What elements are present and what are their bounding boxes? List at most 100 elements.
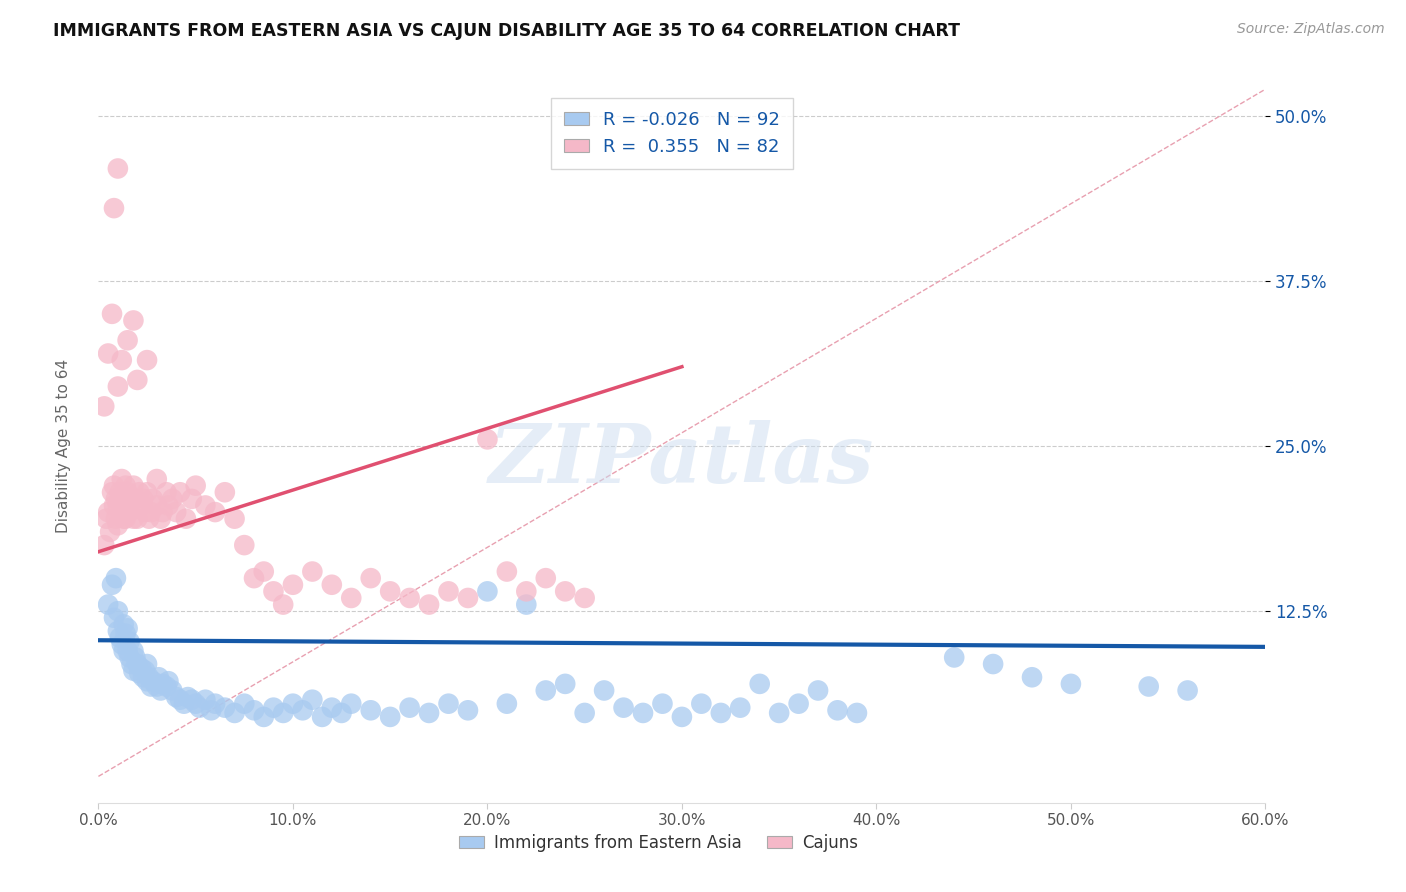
Point bbox=[233, 697, 256, 711]
Point bbox=[184, 478, 207, 492]
Point bbox=[121, 657, 143, 671]
Point bbox=[380, 710, 402, 724]
Point bbox=[122, 664, 145, 678]
Point bbox=[112, 491, 135, 506]
Point bbox=[152, 677, 174, 691]
Point bbox=[253, 565, 276, 579]
Point bbox=[122, 644, 145, 658]
Point bbox=[398, 700, 420, 714]
Point bbox=[127, 657, 149, 671]
Point bbox=[111, 353, 134, 368]
Point bbox=[97, 598, 120, 612]
Point bbox=[204, 697, 226, 711]
Point bbox=[496, 697, 519, 711]
Point bbox=[613, 700, 636, 714]
Point bbox=[477, 433, 499, 447]
Point bbox=[128, 666, 150, 681]
Point bbox=[107, 379, 129, 393]
Point bbox=[330, 706, 353, 720]
Point bbox=[117, 621, 139, 635]
Point bbox=[129, 499, 152, 513]
Text: Source: ZipAtlas.com: Source: ZipAtlas.com bbox=[1237, 22, 1385, 37]
Point bbox=[107, 161, 129, 176]
Point bbox=[515, 598, 537, 612]
Point bbox=[103, 478, 125, 492]
Point bbox=[204, 505, 226, 519]
Point bbox=[262, 584, 284, 599]
Point bbox=[112, 511, 135, 525]
Point bbox=[101, 485, 124, 500]
Point bbox=[162, 683, 184, 698]
Point bbox=[174, 511, 197, 525]
Point bbox=[122, 511, 145, 525]
Point bbox=[165, 690, 187, 704]
Point bbox=[671, 710, 693, 724]
Point bbox=[108, 485, 131, 500]
Point bbox=[437, 584, 460, 599]
Point bbox=[418, 706, 440, 720]
Text: Disability Age 35 to 64: Disability Age 35 to 64 bbox=[56, 359, 70, 533]
Point bbox=[807, 683, 830, 698]
Point bbox=[149, 683, 172, 698]
Point bbox=[730, 700, 752, 714]
Point bbox=[301, 565, 323, 579]
Point bbox=[138, 511, 160, 525]
Point bbox=[321, 700, 343, 714]
Point bbox=[1060, 677, 1083, 691]
Point bbox=[477, 584, 499, 599]
Point bbox=[142, 674, 165, 689]
Legend: Immigrants from Eastern Asia, Cajuns: Immigrants from Eastern Asia, Cajuns bbox=[453, 828, 865, 859]
Point bbox=[291, 703, 314, 717]
Point bbox=[398, 591, 420, 605]
Point bbox=[534, 683, 557, 698]
Point bbox=[340, 591, 363, 605]
Point bbox=[129, 661, 152, 675]
Point bbox=[136, 657, 159, 671]
Point bbox=[180, 491, 202, 506]
Point bbox=[253, 710, 276, 724]
Point bbox=[437, 697, 460, 711]
Point bbox=[165, 505, 187, 519]
Point bbox=[97, 346, 120, 360]
Point bbox=[311, 710, 333, 724]
Point bbox=[103, 499, 125, 513]
Point bbox=[340, 697, 363, 711]
Point bbox=[515, 584, 537, 599]
Point bbox=[360, 703, 382, 717]
Point bbox=[132, 670, 155, 684]
Point bbox=[157, 499, 180, 513]
Point bbox=[107, 518, 129, 533]
Point bbox=[162, 491, 184, 506]
Point bbox=[104, 491, 127, 506]
Point bbox=[111, 637, 134, 651]
Point bbox=[281, 697, 304, 711]
Point bbox=[271, 598, 294, 612]
Point bbox=[534, 571, 557, 585]
Point bbox=[97, 505, 120, 519]
Point bbox=[139, 505, 162, 519]
Point bbox=[122, 313, 145, 327]
Point bbox=[574, 591, 596, 605]
Point bbox=[281, 578, 304, 592]
Point bbox=[132, 491, 155, 506]
Point bbox=[117, 333, 139, 347]
Point bbox=[981, 657, 1004, 671]
Point bbox=[93, 400, 115, 414]
Point bbox=[146, 499, 169, 513]
Point bbox=[1177, 683, 1199, 698]
Point bbox=[169, 692, 191, 706]
Point bbox=[301, 692, 323, 706]
Point bbox=[748, 677, 770, 691]
Point bbox=[114, 626, 136, 640]
Point bbox=[101, 307, 124, 321]
Point bbox=[418, 598, 440, 612]
Point bbox=[943, 650, 966, 665]
Point bbox=[380, 584, 402, 599]
Point bbox=[127, 511, 149, 525]
Point bbox=[152, 505, 174, 519]
Point bbox=[457, 703, 479, 717]
Point bbox=[224, 706, 246, 720]
Point bbox=[136, 485, 159, 500]
Point bbox=[233, 538, 256, 552]
Point bbox=[827, 703, 849, 717]
